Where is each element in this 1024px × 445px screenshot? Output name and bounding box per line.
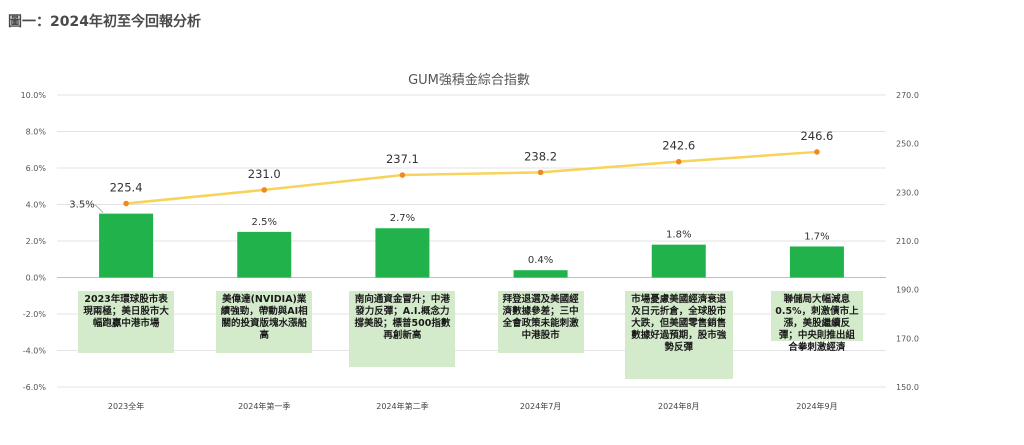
annotation-box: 美偉達(NVIDIA)業績強勁，帶動與AI相關的投資版塊水漲船高	[216, 291, 313, 353]
gridlines	[57, 94, 886, 388]
left-tick-label: 0.0%	[26, 274, 47, 283]
right-tick-label: 270.0	[896, 91, 919, 100]
right-tick-label: 230.0	[896, 188, 919, 197]
bar	[99, 213, 154, 278]
bar	[237, 231, 292, 278]
annotation-box: 2023年環球股市表現兩極；美日股市大幅跑贏中港市場	[78, 291, 175, 353]
bar	[513, 270, 568, 278]
line-path	[125, 150, 818, 205]
left-tick-label: -4.0%	[23, 347, 47, 356]
x-tick-label: 2023全年	[108, 401, 144, 411]
left-tick-label: 10.0%	[21, 91, 47, 100]
line-data-label: 231.0	[248, 167, 281, 181]
bar-data-label: 1.7%	[804, 231, 829, 242]
right-tick-label: 250.0	[896, 140, 919, 149]
line-marker	[814, 149, 820, 155]
x-tick-label: 2024年9月	[796, 401, 837, 411]
left-tick-label: -6.0%	[23, 383, 47, 392]
bar	[789, 246, 844, 278]
x-tick-label: 2024年7月	[520, 401, 561, 411]
line-marker	[399, 172, 406, 178]
annotation-box: 市場憂慮美國經濟衰退及日元折倉，全球股市大跌，但美國零售銷售數據好過預期，股市強…	[624, 291, 733, 379]
left-tick-label: 6.0%	[26, 164, 47, 173]
bar-data-label: 3.5%	[69, 200, 94, 211]
line-marker	[675, 158, 682, 165]
right-axis: 150.0 170.0 190.0 210.0 230.0 250.0 270.0	[896, 91, 919, 392]
bar-data-label: 2.5%	[252, 217, 277, 228]
right-tick-label: 150.0	[896, 383, 919, 392]
left-tick-label: 2.0%	[26, 237, 47, 246]
right-tick-label: 210.0	[896, 237, 919, 246]
bar-data-label: 1.8%	[666, 230, 691, 241]
line-series: 225.4 231.0 237.1 238.2 242.6 246.6	[110, 129, 833, 207]
chart-title: GUM強積金綜合指數	[408, 72, 530, 88]
bar-data-label: 2.7%	[390, 213, 415, 224]
x-axis: 2023全年 2024年第一季 2024年第二季 2024年7月 2024年8月 2024…	[108, 401, 838, 411]
line-marker	[261, 187, 268, 193]
line-marker	[537, 169, 544, 176]
left-tick-label: 4.0%	[26, 201, 47, 210]
x-tick-label: 2024年第二季	[376, 401, 428, 411]
left-tick-label: -2.0%	[23, 310, 47, 319]
bar-label-leader	[94, 204, 104, 213]
annotation-box: 拜登退選及美國經濟數據參差；三中全會政策未能刺激中港股市	[497, 291, 584, 353]
line-data-label: 242.6	[662, 139, 695, 153]
right-tick-label: 190.0	[896, 286, 919, 295]
line-data-label: 238.2	[524, 149, 557, 163]
right-tick-label: 170.0	[896, 334, 919, 343]
annotation-box: 聯儲局大幅減息0.5%，刺激債市上漲，美股繼續反彈；中央則推出組合拳刺激經濟	[770, 291, 863, 353]
annotation-box: 南向通資金冒升；中港發力反彈；A.I.概念力撐美股；標普500指數再創新高	[349, 291, 456, 367]
bar	[375, 228, 430, 278]
line-data-label: 246.6	[800, 129, 833, 143]
left-tick-label: 8.0%	[26, 128, 47, 137]
x-tick-label: 2024年8月	[658, 401, 699, 411]
line-marker	[123, 200, 129, 207]
left-axis: -6.0% -4.0% -2.0% 0.0% 2.0% 4.0% 6.0% 8.0% 10.0%	[21, 91, 47, 392]
bar-data-label: 0.4%	[528, 255, 553, 266]
x-tick-label: 2024年第一季	[238, 401, 290, 411]
line-data-label: 225.4	[110, 181, 143, 195]
line-data-label: 237.1	[386, 152, 419, 166]
bar	[651, 244, 706, 278]
page-title: 圖一：2024年初至今回報分析	[8, 14, 201, 30]
bar-series: 2.5% 2.7% 0.4% 1.8% 1.7% 3.5%	[69, 200, 844, 278]
